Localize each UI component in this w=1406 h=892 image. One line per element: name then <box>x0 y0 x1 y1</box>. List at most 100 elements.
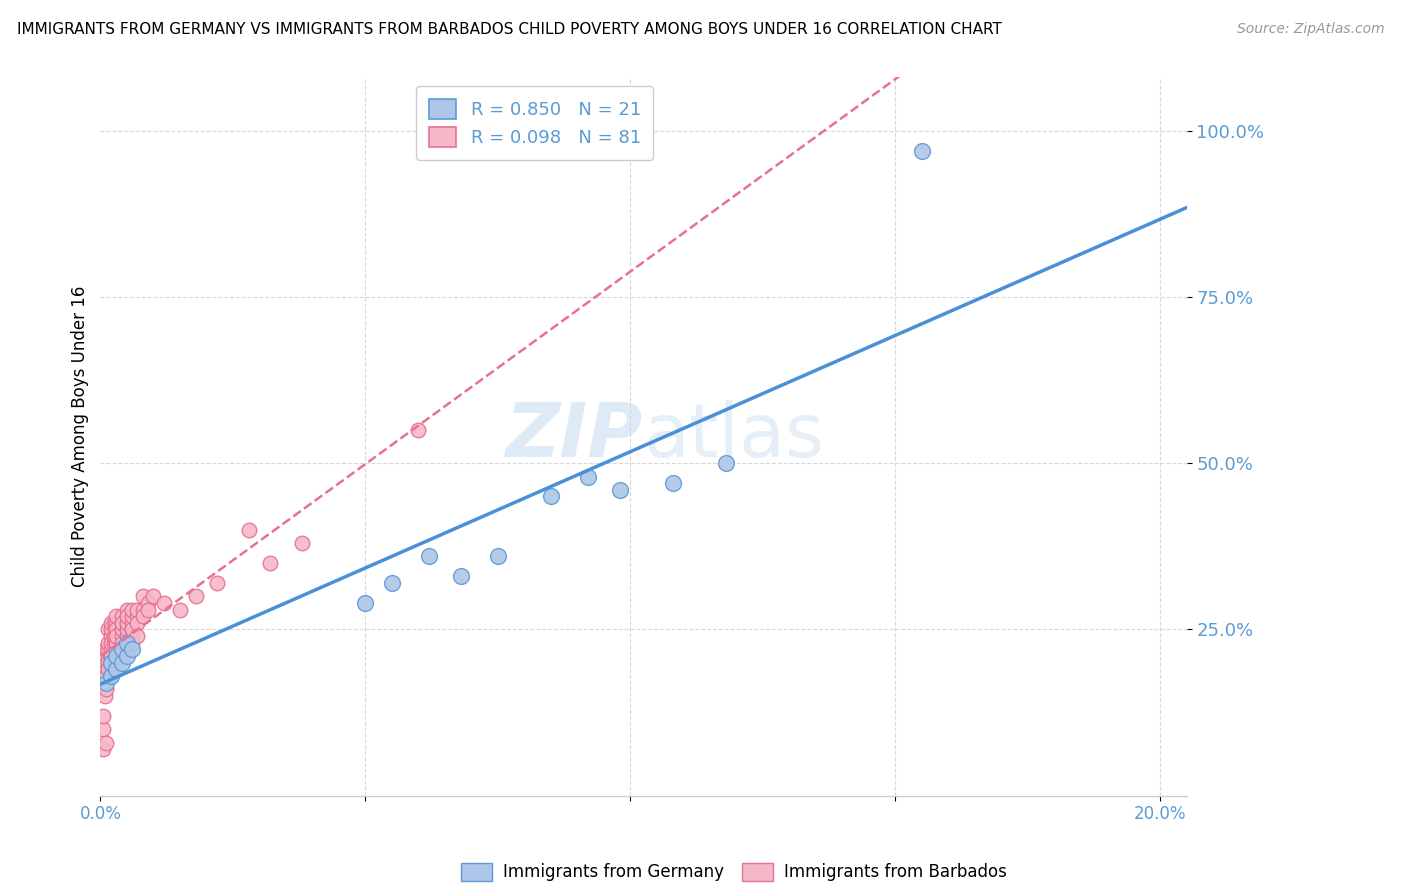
Text: atlas: atlas <box>644 401 824 473</box>
Point <box>100 642 122 657</box>
Point <box>121 602 143 616</box>
Point <box>115 629 138 643</box>
Text: Immigrants from Barbados: Immigrants from Barbados <box>785 863 1007 881</box>
Point <box>714 456 737 470</box>
Point <box>408 423 430 437</box>
Point <box>105 629 128 643</box>
Point <box>291 536 314 550</box>
Point <box>115 602 138 616</box>
Point <box>110 636 132 650</box>
Point <box>93 669 115 683</box>
Point <box>97 656 120 670</box>
Point <box>115 636 138 650</box>
Point <box>115 623 138 637</box>
Point <box>100 669 122 683</box>
Point <box>354 596 377 610</box>
Legend: R = 0.850   N = 21, R = 0.098   N = 81: R = 0.850 N = 21, R = 0.098 N = 81 <box>416 87 654 160</box>
Point <box>97 662 120 676</box>
Point <box>105 649 128 664</box>
Point <box>105 636 128 650</box>
Point <box>94 656 117 670</box>
Point <box>97 642 120 657</box>
Point <box>105 642 128 657</box>
Point <box>100 669 122 683</box>
Point <box>103 636 125 650</box>
Point <box>93 689 115 703</box>
Point <box>238 523 260 537</box>
Point <box>121 636 143 650</box>
Point <box>127 615 149 630</box>
Point <box>661 476 683 491</box>
Point <box>105 609 128 624</box>
Point <box>91 709 114 723</box>
Point <box>91 742 114 756</box>
Point <box>127 629 149 643</box>
Point <box>94 675 117 690</box>
Point <box>110 615 132 630</box>
Point <box>142 589 165 603</box>
Y-axis label: Child Poverty Among Boys Under 16: Child Poverty Among Boys Under 16 <box>72 286 89 587</box>
Point <box>100 623 122 637</box>
Point <box>115 649 138 664</box>
Point <box>94 642 117 657</box>
Point <box>115 642 138 657</box>
Point <box>100 649 122 664</box>
Point <box>115 609 138 624</box>
Point <box>381 576 404 591</box>
Point <box>121 629 143 643</box>
Point <box>103 629 125 643</box>
Point <box>609 483 631 497</box>
Point <box>121 609 143 624</box>
Point <box>97 623 120 637</box>
Point <box>94 682 117 697</box>
Point <box>115 615 138 630</box>
Point <box>121 623 143 637</box>
Point <box>105 629 128 643</box>
Point <box>205 576 228 591</box>
Point <box>115 636 138 650</box>
Point <box>127 609 149 624</box>
Point <box>105 623 128 637</box>
Point <box>105 642 128 657</box>
Point <box>259 556 281 570</box>
Point <box>94 669 117 683</box>
Point <box>576 469 599 483</box>
Point <box>153 596 176 610</box>
Point <box>105 662 128 676</box>
Point <box>103 615 125 630</box>
Point <box>184 589 207 603</box>
Point <box>136 602 159 616</box>
Point <box>110 623 132 637</box>
Text: IMMIGRANTS FROM GERMANY VS IMMIGRANTS FROM BARBADOS CHILD POVERTY AMONG BOYS UND: IMMIGRANTS FROM GERMANY VS IMMIGRANTS FR… <box>17 22 1001 37</box>
Point <box>540 490 562 504</box>
Point <box>100 629 122 643</box>
Point <box>127 602 149 616</box>
Point <box>110 609 132 624</box>
Point <box>132 609 155 624</box>
Point <box>110 642 132 657</box>
Point <box>121 642 143 657</box>
Point <box>110 642 132 657</box>
Point <box>115 615 138 630</box>
Point <box>94 735 117 749</box>
Point <box>169 602 191 616</box>
Point <box>100 656 122 670</box>
Point <box>110 629 132 643</box>
Point <box>105 636 128 650</box>
Point <box>132 602 155 616</box>
Point <box>121 623 143 637</box>
Point <box>486 549 509 564</box>
Point <box>115 623 138 637</box>
Point <box>100 656 122 670</box>
Point <box>110 656 132 670</box>
Point <box>100 615 122 630</box>
Point <box>97 636 120 650</box>
Text: Immigrants from Germany: Immigrants from Germany <box>503 863 724 881</box>
Point <box>121 615 143 630</box>
Point <box>105 615 128 630</box>
Point <box>91 723 114 737</box>
Point <box>100 636 122 650</box>
Text: Source: ZipAtlas.com: Source: ZipAtlas.com <box>1237 22 1385 37</box>
Point <box>132 589 155 603</box>
Point <box>115 609 138 624</box>
